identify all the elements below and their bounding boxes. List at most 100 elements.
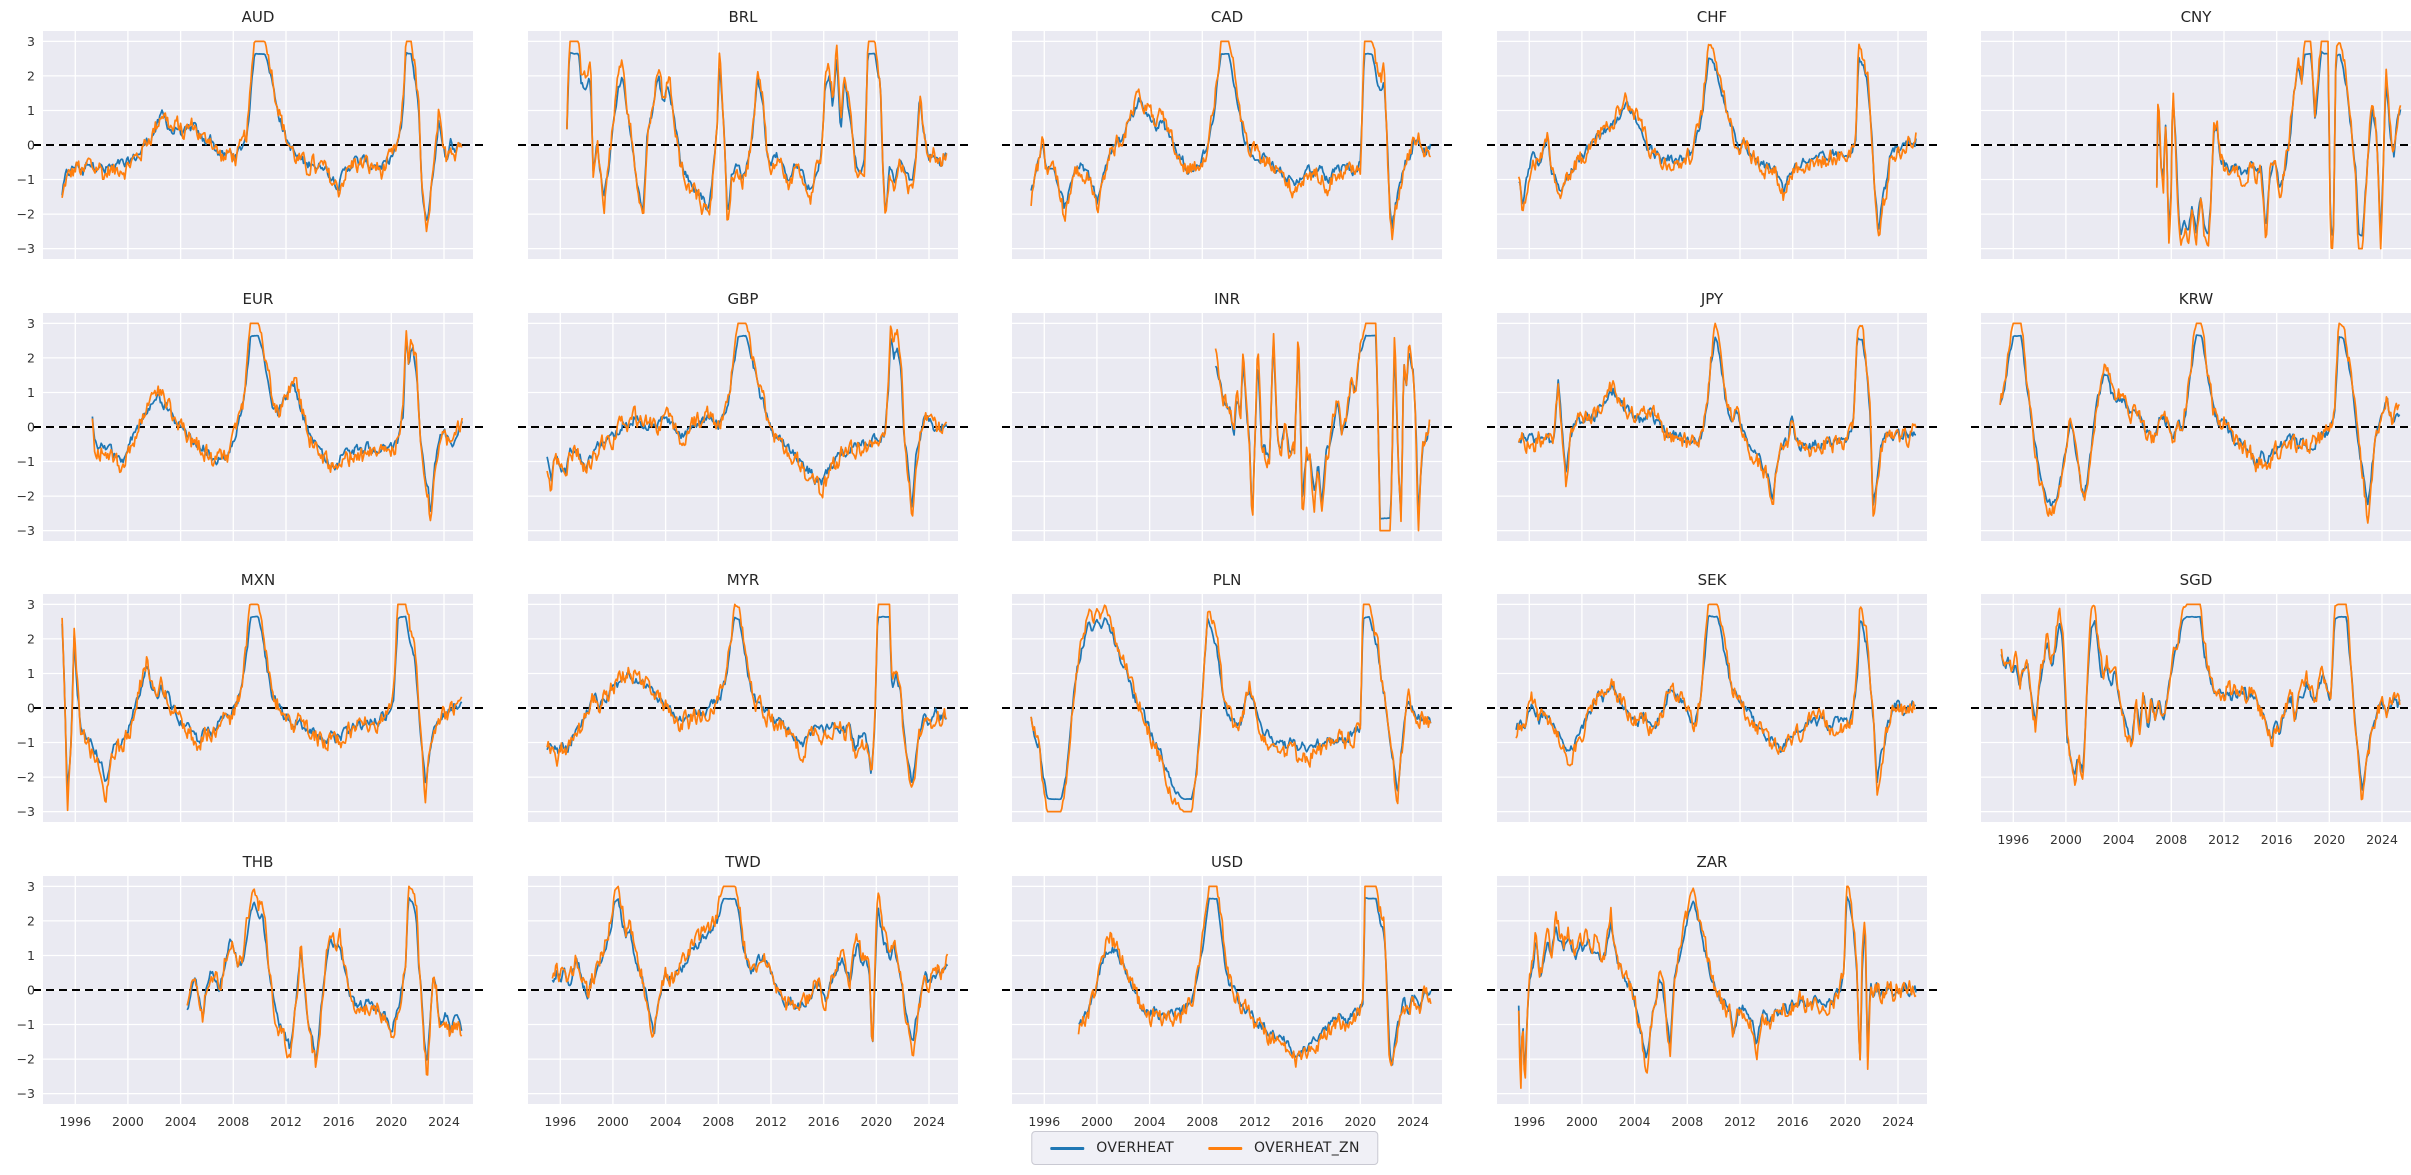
overheat-line-SEK	[1515, 614, 1917, 784]
y-tick-label: −3	[17, 1086, 35, 1101]
panel-title-INR: INR	[1214, 290, 1240, 308]
panel-title-MXN: MXN	[241, 571, 275, 589]
y-tick-label: −1	[17, 735, 35, 750]
x-tick-label: 2020	[2313, 832, 2345, 847]
overheat-zn-line-TWD	[551, 885, 949, 1057]
y-tick-label: 1	[27, 103, 35, 118]
panel-KRW: KRW	[1971, 290, 2411, 541]
overheat-zn-line-ZAR	[1517, 885, 1917, 1089]
x-tick-label: 2024	[1882, 1114, 1914, 1129]
x-tick-label: 2004	[165, 1114, 197, 1129]
x-tick-label: 2008	[702, 1114, 734, 1129]
x-tick-label: 2000	[2050, 832, 2082, 847]
panel-title-PLN: PLN	[1213, 571, 1242, 589]
panel-GBP: GBP	[518, 290, 968, 541]
x-tick-label: 2008	[217, 1114, 249, 1129]
y-tick-label: −2	[17, 489, 35, 504]
overheat-line-swatch	[1050, 1146, 1085, 1150]
panel-title-THB: THB	[242, 853, 274, 871]
overheat-line-MYR	[546, 615, 947, 784]
x-tick-label: 2012	[2208, 832, 2240, 847]
legend-label-overheat: OVERHEAT	[1096, 1140, 1175, 1156]
y-tick-label: 0	[27, 420, 35, 435]
x-tick-label: 2024	[913, 1114, 945, 1129]
overheat-zn-line-SGD	[2000, 603, 2401, 801]
x-tick-label: 1996	[1028, 1114, 1060, 1129]
overheat-zn-line-AUD	[61, 40, 463, 233]
y-tick-label: −1	[17, 172, 35, 187]
y-tick-label: 1	[27, 666, 35, 681]
panel-EUR: EUR 3 2 1 0 −1 −2 −3	[17, 290, 483, 541]
panel-PLN: PLN	[1002, 571, 1452, 822]
panel-BRL: BRL	[518, 8, 968, 259]
y-tick-label: 3	[27, 597, 35, 612]
panel-JPY: JPY	[1487, 290, 1937, 541]
overheat-zn-line-CHF	[1517, 43, 1917, 237]
panel-title-SEK: SEK	[1698, 571, 1728, 589]
x-tick-label: 2004	[2103, 832, 2135, 847]
panel-title-GBP: GBP	[728, 290, 759, 308]
panel-title-JPY: JPY	[1700, 290, 1724, 308]
y-tick-label: 0	[27, 983, 35, 998]
panel-title-SGD: SGD	[2180, 571, 2213, 589]
panel-title-AUD: AUD	[242, 8, 275, 26]
x-tick-label: 1996	[544, 1114, 576, 1129]
x-tick-label: 2000	[1566, 1114, 1598, 1129]
panel-ZAR: ZAR 1996 2000 2004 2008 2012 2016 2020 2024	[1487, 853, 1937, 1129]
overheat-zn-line-CAD	[1030, 40, 1432, 241]
panel-title-ZAR: ZAR	[1697, 853, 1728, 871]
overheat-zn-line-PLN	[1030, 603, 1432, 813]
panel-MYR: MYR	[518, 571, 968, 822]
overheat-zn-line-KRW	[1999, 322, 2401, 524]
panel-SEK: SEK	[1487, 571, 1937, 822]
panel-title-CAD: CAD	[1211, 8, 1243, 26]
overheat-zn-line-THB	[186, 885, 463, 1076]
legend-label-overheat-zn: OVERHEAT_ZN	[1254, 1140, 1360, 1156]
y-tick-label: −3	[17, 523, 35, 538]
panel-title-MYR: MYR	[727, 571, 760, 589]
panel-CNY: CNY	[1971, 8, 2411, 259]
panel-AUD: AUD 3 2 1 0 −1 −2 −3	[17, 8, 483, 259]
x-tick-label: 2016	[1777, 1114, 1809, 1129]
overheat-line-PLN	[1030, 616, 1432, 801]
panel-THB: THB 3 2 1 0 −1 −2 −3 1996 2000 2004 2008 2012 2016 202…	[17, 853, 483, 1129]
legend: OVERHEAT OVERHEAT_ZN	[1031, 1131, 1379, 1165]
panel-title-CNY: CNY	[2181, 8, 2213, 26]
x-tick-label: 2008	[1671, 1114, 1703, 1129]
x-tick-label: 2012	[270, 1114, 302, 1129]
overheat-zn-line-MYR	[546, 603, 948, 788]
x-tick-label: 2004	[1619, 1114, 1651, 1129]
legend-item-overheat-zn: OVERHEAT_ZN	[1208, 1140, 1360, 1156]
y-tick-label: 1	[27, 948, 35, 963]
x-tick-label: 2008	[1186, 1114, 1218, 1129]
x-tick-label: 1996	[1513, 1114, 1545, 1129]
x-tick-label: 2012	[755, 1114, 787, 1129]
x-tick-label: 1996	[59, 1114, 91, 1129]
panel-CAD: CAD	[1002, 8, 1452, 259]
panel-CHF: CHF	[1487, 8, 1937, 259]
panel-title-KRW: KRW	[2179, 290, 2214, 308]
y-tick-label: 3	[27, 316, 35, 331]
x-tick-label: 2016	[323, 1114, 355, 1129]
x-tick-label: 2000	[597, 1114, 629, 1129]
y-tick-label: −2	[17, 207, 35, 222]
x-tick-label: 2016	[808, 1114, 840, 1129]
y-tick-label: −1	[17, 454, 35, 469]
y-tick-label: −2	[17, 770, 35, 785]
y-tick-label: 3	[27, 879, 35, 894]
y-tick-label: 1	[27, 385, 35, 400]
x-tick-label: 2016	[1292, 1114, 1324, 1129]
x-tick-label: 2004	[1134, 1114, 1166, 1129]
y-tick-label: 0	[27, 701, 35, 716]
x-tick-label: 2016	[2261, 832, 2293, 847]
panel-SGD: SGD 1996 2000 2004 2008 2012 2016 2020 2024	[1971, 571, 2411, 847]
x-tick-label: 2008	[2155, 832, 2187, 847]
overheat-zn-line-USD	[1077, 885, 1432, 1068]
panel-title-EUR: EUR	[243, 290, 274, 308]
panel-title-TWD: TWD	[724, 853, 761, 871]
y-tick-label: −3	[17, 804, 35, 819]
panel-USD: USD 1996 2000 2004 2008 2012 2016 2020 2024	[1002, 853, 1452, 1129]
overheat-zn-line-MXN	[61, 603, 463, 812]
overheat-zn-line-GBP	[546, 322, 948, 517]
